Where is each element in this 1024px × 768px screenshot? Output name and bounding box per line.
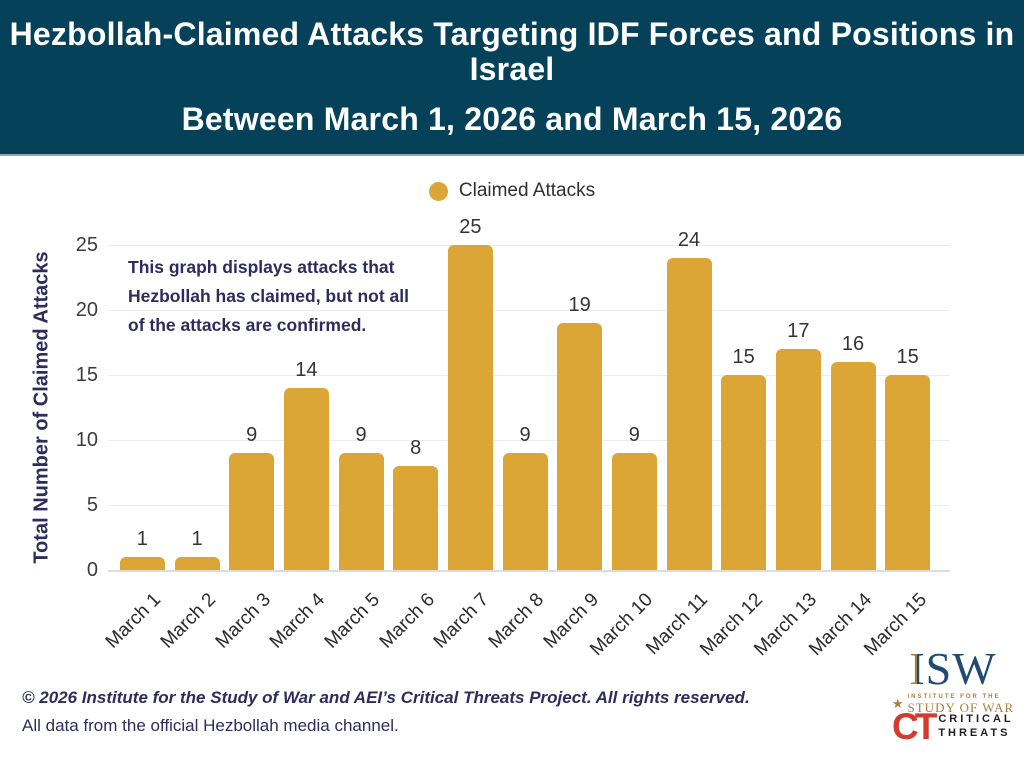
y-axis-title: Total Number of Claimed Attacks — [30, 251, 53, 564]
bar — [174, 557, 220, 570]
annotation-line: This graph displays attacks that — [128, 257, 395, 277]
y-axis-tick-label: 0 — [86, 559, 98, 581]
bar — [119, 557, 165, 570]
bar — [611, 453, 657, 570]
bar — [775, 349, 821, 570]
annotation-line: of the attacks are confirmed. — [128, 315, 367, 335]
ct-logo-line1: CRITICAL — [938, 713, 1014, 726]
isw-logo-line1: INSTITUTE FOR THE — [907, 694, 1001, 700]
ct-logo-acronym: CT — [892, 706, 937, 747]
bar-value-label: 16 — [841, 333, 865, 355]
bar — [502, 453, 548, 570]
bar-value-label: 19 — [568, 294, 591, 316]
bar-value-label: 1 — [136, 528, 148, 550]
legend-marker-icon — [428, 181, 448, 201]
isw-logo-letters-sw: SW — [925, 643, 997, 694]
gridline — [108, 310, 950, 311]
ct-logo-line2: THREATS — [938, 727, 1011, 740]
isw-logo-line2: STUDY OF WAR — [907, 700, 1015, 715]
header-banner: Hezbollah-Claimed Attacks Targeting IDF … — [0, 0, 1024, 156]
y-axis-tick-label: 5 — [86, 494, 98, 516]
bar — [393, 466, 439, 570]
isw-logo-text-lines: INSTITUTE FOR THE STUDY OF WAR — [908, 694, 1015, 714]
copyright-text: © 2026 Institute for the Study of War an… — [22, 688, 750, 707]
bar-value-label: 9 — [246, 424, 258, 446]
gridline — [108, 375, 950, 376]
bar — [557, 323, 603, 570]
bar — [229, 453, 275, 570]
ct-logo-text-lines: CRITICAL THREATS — [938, 714, 1013, 739]
bar — [447, 245, 493, 570]
chart-title-line2: Between March 1, 2026 and March 15, 2026 — [181, 100, 843, 137]
y-axis-tick-label: 10 — [75, 429, 98, 451]
bar-value-label: 24 — [677, 229, 701, 251]
bar-value-label: 9 — [628, 424, 640, 446]
x-axis-line — [108, 570, 950, 572]
bar — [283, 388, 329, 570]
bar-value-label: 14 — [295, 359, 318, 381]
bar-value-label: 15 — [732, 346, 755, 368]
bar — [885, 375, 931, 570]
bar-value-label: 9 — [519, 424, 531, 446]
isw-logo-letter-i: I — [909, 643, 926, 694]
bar-value-label: 17 — [787, 320, 810, 342]
isw-logo-subtitle: ★ INSTITUTE FOR THE STUDY OF WAR — [888, 694, 1018, 714]
bar-value-label: 8 — [410, 437, 422, 459]
chart-legend: Claimed Attacks — [0, 180, 1024, 202]
data-source-text: All data from the official Hezbollah med… — [22, 716, 399, 735]
y-axis-tick-label: 20 — [75, 299, 98, 321]
isw-logo: ISW ★ INSTITUTE FOR THE STUDY OF WAR — [888, 646, 1018, 715]
gridline — [108, 440, 950, 441]
chart-title-line1: Hezbollah-Claimed Attacks Targeting IDF … — [9, 16, 1015, 88]
bar — [338, 453, 384, 570]
y-axis-tick-label: 15 — [75, 364, 98, 386]
chart-annotation: This graph displays attacks that Hezboll… — [128, 253, 458, 340]
annotation-line: Hezbollah has claimed, but not all — [128, 286, 410, 306]
bar — [721, 375, 767, 570]
bar-value-label: 25 — [459, 216, 482, 238]
bar-value-label: 9 — [355, 424, 367, 446]
isw-logo-acronym: ISW — [888, 646, 1018, 692]
star-icon: ★ — [891, 696, 904, 712]
y-axis-tick-label: 25 — [75, 234, 98, 256]
gridline — [108, 245, 950, 246]
critical-threats-logo: CT CRITICAL THREATS — [892, 706, 1014, 747]
bar-value-label: 1 — [191, 528, 203, 550]
bar-value-label: 15 — [896, 346, 919, 368]
bar — [666, 258, 712, 570]
bar — [830, 362, 876, 570]
legend-label: Claimed Attacks — [458, 180, 596, 201]
